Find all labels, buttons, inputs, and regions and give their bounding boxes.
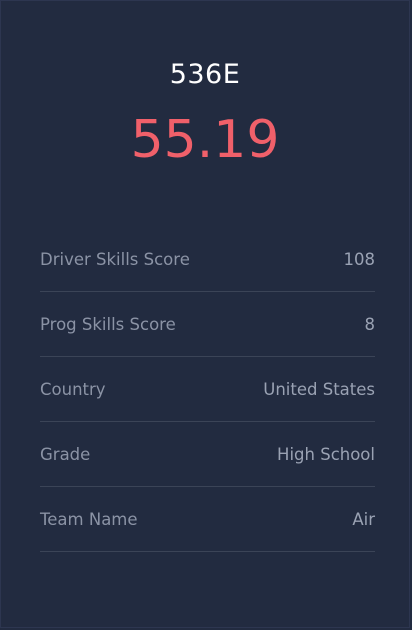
stat-label: Driver Skills Score (40, 249, 190, 269)
stat-row-country: Country United States (40, 357, 375, 422)
stat-label: Prog Skills Score (40, 314, 176, 334)
stats-list: Driver Skills Score 108 Prog Skills Scor… (40, 227, 375, 552)
team-score: 55.19 (130, 110, 280, 170)
stat-value: 8 (364, 314, 376, 334)
stat-value: United States (263, 379, 375, 399)
stat-value: 108 (343, 249, 376, 269)
stat-value: Air (352, 509, 375, 529)
team-number: 536E (169, 59, 241, 90)
stat-label: Grade (40, 444, 91, 464)
stat-row-grade: Grade High School (40, 422, 375, 487)
stat-value: High School (277, 444, 375, 464)
stat-label: Country (40, 379, 106, 399)
stat-label: Team Name (40, 509, 138, 529)
stat-row-prog-skills: Prog Skills Score 8 (40, 292, 375, 357)
stat-row-team-name: Team Name Air (40, 487, 375, 552)
stat-row-driver-skills: Driver Skills Score 108 (40, 227, 375, 292)
